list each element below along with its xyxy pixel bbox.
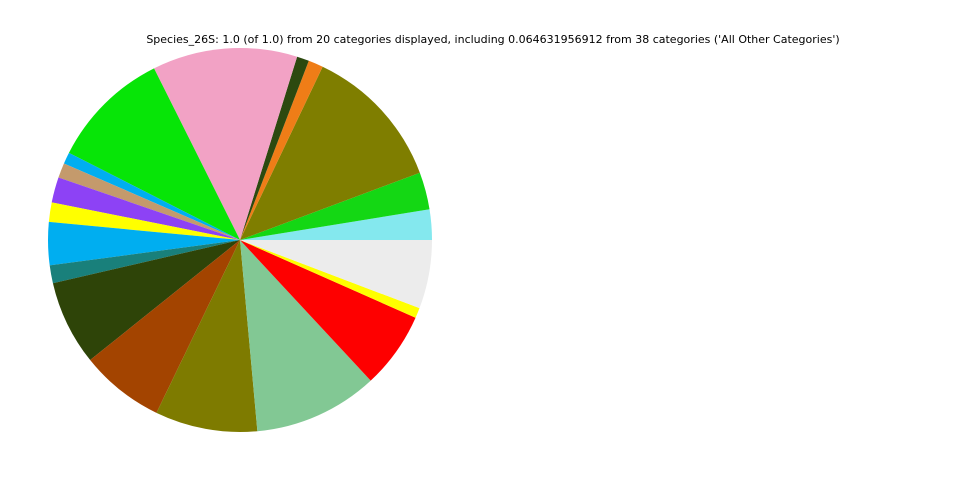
pie-slice-9 (58, 163, 241, 240)
pie-slice-13 (49, 240, 240, 284)
pie-slice-4 (240, 60, 323, 240)
pie-slice-14 (52, 240, 240, 361)
pie-slice-16 (156, 240, 258, 432)
pie-slice-5 (240, 56, 309, 240)
pie-slice-6 (154, 48, 298, 240)
pie-slice-1 (240, 209, 432, 240)
pie-slice-20 (240, 240, 432, 309)
chart-title: Species_26S: 1.0 (of 1.0) from 20 catego… (146, 33, 840, 46)
pie-slice-15 (90, 240, 240, 413)
pie-slice-11 (48, 202, 240, 240)
pie-slice-8 (63, 152, 240, 240)
pie-slice-18 (240, 240, 416, 381)
pie-slice-10 (51, 177, 240, 240)
pie-slice-2 (240, 172, 430, 240)
pie-slice-12 (48, 221, 241, 266)
pie-slice-17 (240, 240, 371, 432)
pie-slice-3 (240, 66, 420, 240)
pie-slice-19 (240, 240, 420, 318)
pie-slice-7 (68, 68, 241, 240)
